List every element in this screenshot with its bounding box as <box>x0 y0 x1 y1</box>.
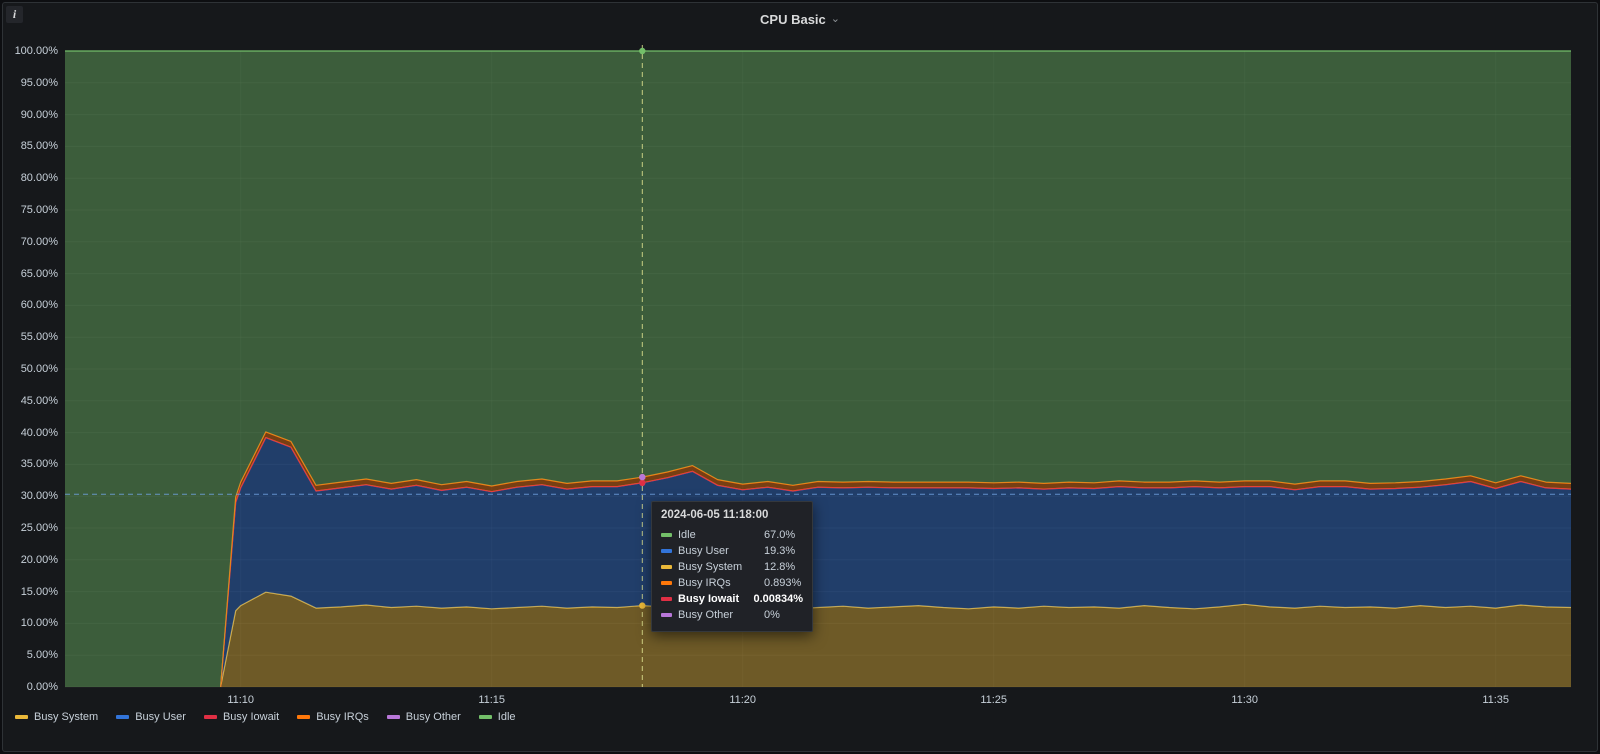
tooltip-series-name: Busy Iowait <box>678 593 740 605</box>
x-axis-label: 11:10 <box>227 694 255 706</box>
tooltip-series-swatch-icon <box>661 565 672 569</box>
tooltip-series-name: Busy Other <box>678 609 734 621</box>
y-axis-label: 95.00% <box>20 76 58 89</box>
y-axis-label: 0.00% <box>26 681 58 693</box>
y-axis-label: 60.00% <box>20 299 58 312</box>
panel-header[interactable]: CPU Basic ⌄ <box>3 3 1597 35</box>
chart-tooltip: 2024-06-05 11:18:00 Idle 67.0% Busy User 19… <box>651 501 813 632</box>
panel-title: CPU Basic <box>760 11 826 27</box>
legend-series-swatch-icon <box>203 715 217 719</box>
tooltip-series-name: Busy IRQs <box>678 577 731 589</box>
tooltip-series-value: 0.00834% <box>753 593 803 605</box>
legend-item-label: Busy IRQs <box>316 711 369 723</box>
legend-item-idle[interactable]: Idle <box>478 711 516 723</box>
panel-info-icon[interactable]: i <box>6 6 23 23</box>
chart-legend: Busy System Busy User Busy Iowait Busy IRQs… <box>15 711 516 723</box>
y-axis-label: 50.00% <box>20 363 58 375</box>
legend-item-label: Busy System <box>34 711 99 723</box>
legend-item-label: Idle <box>497 711 516 723</box>
tooltip-series-swatch-icon <box>661 597 672 601</box>
x-axis-label: 11:25 <box>980 694 1008 706</box>
y-axis-label: 25.00% <box>20 522 58 534</box>
y-axis-label: 90.00% <box>20 108 58 121</box>
x-axis-label: 11:20 <box>729 694 757 706</box>
y-axis-label: 70.00% <box>20 235 58 248</box>
y-axis-label: 10.00% <box>20 617 58 630</box>
y-axis-label: 35.00% <box>20 458 58 471</box>
y-axis-label: 20.00% <box>20 553 58 566</box>
tooltip-series-swatch-icon <box>661 613 672 617</box>
tooltip-row-idle: Idle 67.0% <box>661 527 803 543</box>
tooltip-rows: Idle 67.0% Busy User 19.3% Busy System 12.8% B… <box>661 527 803 623</box>
y-axis-label: 15.00% <box>20 585 58 598</box>
tooltip-series-value: 0% <box>764 609 780 621</box>
tooltip-row-busy-irqs: Busy IRQs 0.893% <box>661 575 803 591</box>
legend-series-swatch-icon <box>116 715 130 719</box>
legend-item-busy-system[interactable]: Busy System <box>15 711 98 723</box>
legend-item-label: Busy Iowait <box>222 711 280 723</box>
legend-series-swatch-icon <box>15 715 28 719</box>
legend-series-swatch-icon <box>297 715 311 719</box>
tooltip-series-name: Idle <box>678 529 696 541</box>
tooltip-row-busy-user: Busy User 19.3% <box>661 543 803 559</box>
y-axis-label: 45.00% <box>20 394 58 407</box>
y-axis-label: 100.00% <box>14 45 58 57</box>
tooltip-series-swatch-icon <box>661 581 672 585</box>
tooltip-series-value: 67.0% <box>764 529 796 541</box>
y-axis-label: 80.00% <box>20 172 58 185</box>
x-axis-label: 11:30 <box>1231 694 1259 706</box>
y-axis-label: 5.00% <box>26 649 58 662</box>
legend-series-swatch-icon <box>478 715 492 719</box>
tooltip-series-swatch-icon <box>661 533 672 537</box>
tooltip-series-name: Busy User <box>678 545 729 557</box>
legend-item-busy-user[interactable]: Busy User <box>116 711 186 723</box>
tooltip-series-swatch-icon <box>661 549 672 553</box>
legend-item-label: Busy User <box>135 711 186 723</box>
tooltip-series-value: 19.3% <box>764 545 796 557</box>
x-axis-label: 11:15 <box>478 694 506 706</box>
y-axis-label: 30.00% <box>20 490 58 503</box>
y-axis-label: 65.00% <box>20 267 58 280</box>
tooltip-series-value: 0.893% <box>764 577 802 589</box>
legend-item-busy-iowait[interactable]: Busy Iowait <box>203 711 280 723</box>
tooltip-row-busy-iowait: Busy Iowait 0.00834% <box>661 591 803 607</box>
legend-item-busy-irqs[interactable]: Busy IRQs <box>297 711 369 723</box>
tooltip-timestamp: 2024-06-05 11:18:00 <box>661 509 769 521</box>
tooltip-row-busy-other: Busy Other 0% <box>661 607 803 623</box>
y-axis-label: 75.00% <box>20 204 58 216</box>
cpu-usage-chart[interactable] <box>65 45 1571 693</box>
y-axis-label: 85.00% <box>20 140 58 153</box>
legend-item-label: Busy Other <box>405 711 461 723</box>
y-axis-label: 40.00% <box>20 426 58 439</box>
tooltip-series-value: 12.8% <box>764 561 796 573</box>
tooltip-series-name: Busy System <box>678 561 743 573</box>
tooltip-row-busy-system: Busy System 12.8% <box>661 559 803 575</box>
legend-series-swatch-icon <box>386 715 400 719</box>
chevron-down-icon: ⌄ <box>830 12 840 25</box>
legend-item-busy-other[interactable]: Busy Other <box>386 711 461 723</box>
y-axis-label: 55.00% <box>20 331 58 344</box>
x-axis-label: 11:35 <box>1482 694 1510 706</box>
